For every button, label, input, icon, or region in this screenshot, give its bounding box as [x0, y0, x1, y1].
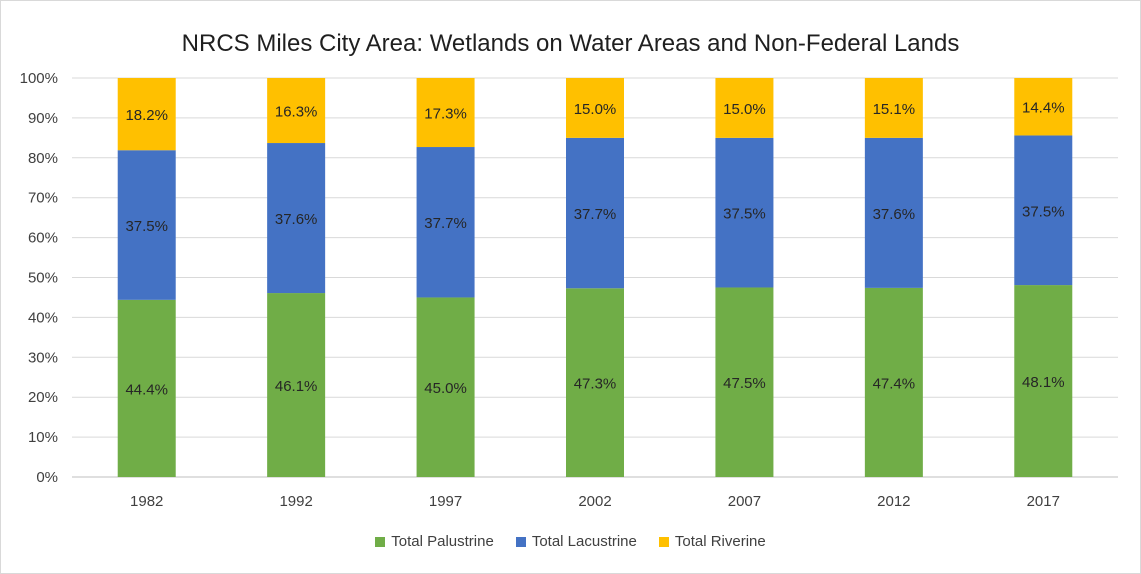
bar-segment-total-lacustrine	[566, 137, 624, 289]
y-tick-label: 60%	[28, 230, 58, 247]
y-tick-label: 50%	[28, 270, 58, 287]
y-tick-label: 100%	[20, 70, 58, 87]
data-label: 37.5%	[125, 218, 168, 235]
bar-segment-total-lacustrine	[1014, 135, 1073, 286]
legend-item-riverine: Total Riverine	[658, 533, 766, 550]
data-label: 17.3%	[424, 106, 467, 123]
bar-segment-total-riverine	[864, 78, 923, 138]
bar-segment-total-riverine	[715, 78, 774, 138]
bar-segment-total-riverine	[566, 78, 624, 138]
y-tick-label: 80%	[28, 150, 58, 167]
bar-segment-total-palustrine	[117, 299, 176, 477]
y-tick-label: 30%	[28, 349, 58, 366]
legend-swatch-palustrine	[375, 536, 386, 547]
legend-label-lacustrine: Total Lacustrine	[531, 533, 637, 550]
legend-item-lacustrine: Total Lacustrine	[515, 533, 637, 550]
y-tick-label: 20%	[28, 389, 58, 406]
y-tick-label: 70%	[28, 190, 58, 207]
data-label: 48.1%	[1022, 374, 1065, 391]
data-label: 15.0%	[723, 101, 766, 118]
bar-segment-total-riverine	[117, 78, 176, 151]
bar-segment-total-palustrine	[1014, 285, 1073, 477]
data-label: 37.7%	[424, 215, 467, 232]
y-tick-label: 90%	[28, 110, 58, 127]
data-label: 37.5%	[1022, 203, 1065, 220]
x-tick-label: 2017	[1027, 493, 1060, 510]
y-tick-label: 40%	[28, 309, 58, 326]
data-label: 45.0%	[424, 380, 467, 397]
data-label: 37.5%	[723, 206, 766, 223]
x-tick-label: 2002	[578, 493, 611, 510]
bar-segment-total-lacustrine	[715, 137, 774, 288]
bar-segment-total-palustrine	[267, 293, 326, 477]
bar-segment-total-palustrine	[416, 297, 475, 477]
y-tick-label: 10%	[28, 429, 58, 446]
data-label: 14.4%	[1022, 100, 1065, 117]
legend: Total Palustrine Total Lacustrine Total …	[0, 533, 1141, 550]
data-label: 18.2%	[125, 107, 168, 124]
bar-segment-total-palustrine	[864, 287, 923, 477]
bar-segment-total-lacustrine	[416, 147, 475, 298]
data-label: 37.7%	[574, 206, 617, 223]
chart-title: NRCS Miles City Area: Wetlands on Water …	[181, 30, 960, 57]
x-tick-label: 2012	[877, 493, 910, 510]
data-label: 44.4%	[125, 381, 168, 398]
y-tick-label: 0%	[36, 469, 58, 486]
bar-segment-total-lacustrine	[117, 150, 176, 300]
x-tick-label: 1982	[130, 493, 163, 510]
bar-segment-total-palustrine	[715, 287, 774, 477]
data-label: 15.0%	[574, 101, 617, 118]
legend-item-palustrine: Total Palustrine	[375, 533, 494, 550]
bar-segment-total-lacustrine	[864, 137, 923, 288]
data-label: 16.3%	[275, 104, 318, 121]
bar-segment-total-lacustrine	[267, 143, 326, 294]
bar-segment-total-riverine	[1014, 78, 1073, 136]
data-label: 37.6%	[275, 211, 318, 228]
data-label: 47.4%	[873, 375, 916, 392]
x-tick-label: 1992	[279, 493, 312, 510]
bar-segment-total-palustrine	[566, 288, 624, 477]
legend-swatch-lacustrine	[515, 536, 526, 547]
data-label: 47.3%	[574, 376, 617, 393]
data-label: 37.6%	[873, 206, 916, 223]
bar-segment-total-riverine	[416, 78, 475, 148]
x-tick-label: 1997	[429, 493, 462, 510]
bar-segment-total-riverine	[267, 78, 326, 144]
data-label: 15.1%	[873, 101, 916, 118]
legend-label-riverine: Total Riverine	[674, 533, 766, 550]
legend-swatch-riverine	[658, 536, 669, 547]
x-tick-label: 2007	[728, 493, 761, 510]
legend-label-palustrine: Total Palustrine	[391, 533, 494, 550]
data-label: 46.1%	[275, 378, 318, 395]
data-label: 47.5%	[723, 375, 766, 392]
